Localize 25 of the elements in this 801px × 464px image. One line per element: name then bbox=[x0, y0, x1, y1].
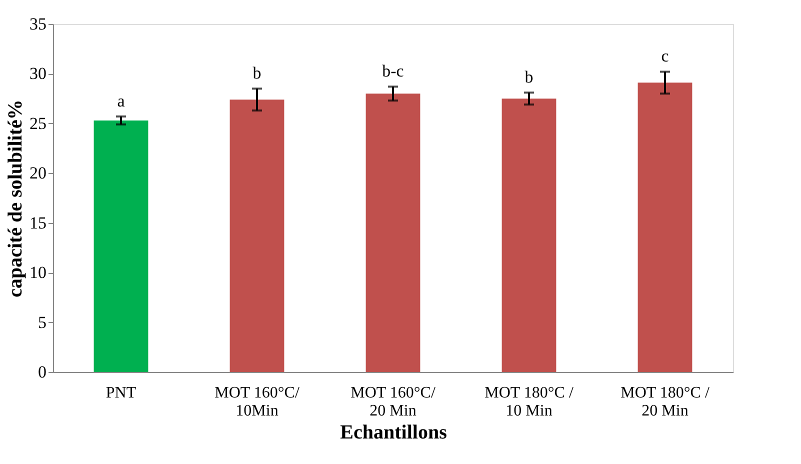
y-tick-label: 5 bbox=[38, 312, 46, 332]
annotation: b-c bbox=[382, 62, 404, 81]
y-tick-label: 10 bbox=[30, 263, 46, 282]
y-tick-label: 0 bbox=[38, 362, 46, 382]
y-tick-label: 30 bbox=[30, 64, 46, 84]
bar bbox=[638, 82, 692, 372]
annotation: a bbox=[117, 91, 126, 110]
y-tick-label: 15 bbox=[30, 213, 46, 232]
x-tick-label: MOT 160°C/ 10Min bbox=[214, 384, 300, 420]
bar bbox=[366, 94, 420, 372]
x-axis-title: Echantillons bbox=[340, 422, 448, 444]
bar bbox=[94, 120, 148, 372]
x-tick-label: MOT 180°C / 20 Min bbox=[620, 384, 710, 420]
y-tick-label: 25 bbox=[30, 114, 46, 133]
bar bbox=[230, 100, 284, 372]
x-tick-label: PNT bbox=[106, 384, 136, 402]
y-tick-label: 20 bbox=[30, 164, 46, 183]
x-tick-label: MOT 180°C / 10 Min bbox=[484, 384, 574, 420]
bar bbox=[502, 98, 556, 372]
y-axis-title: capacité de solubilité% bbox=[4, 100, 26, 298]
x-tick-label: MOT 160°C/ 20 Min bbox=[350, 384, 436, 420]
annotation: b bbox=[252, 64, 262, 83]
annotation: c bbox=[661, 46, 670, 66]
y-tick-label: 35 bbox=[30, 14, 46, 34]
annotation: b bbox=[524, 68, 534, 87]
